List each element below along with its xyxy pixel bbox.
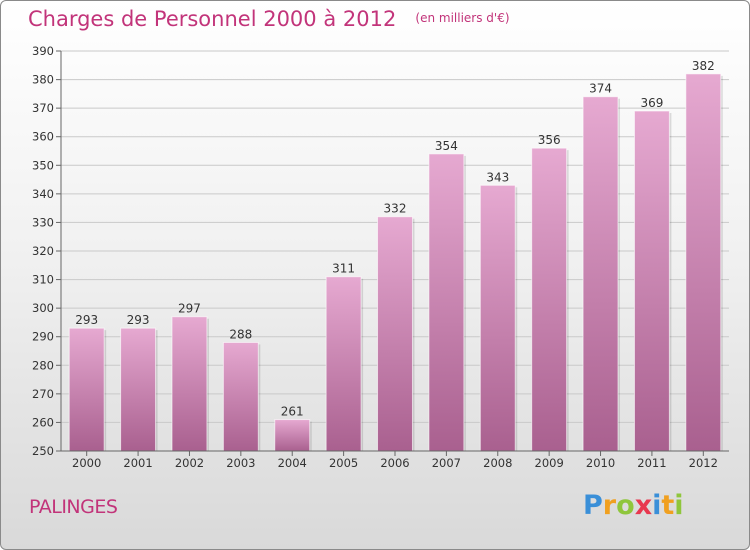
x-tick-label: 2009 [535,456,564,470]
brand-logo: Proxiti [583,490,684,521]
x-tick-label: 2004 [278,456,307,470]
y-tick-label: 380 [32,73,54,87]
data-label: 297 [178,302,201,316]
data-label: 332 [384,202,407,216]
y-tick-label: 320 [32,244,54,258]
brand-letter: x [634,490,653,521]
axes [56,50,729,456]
y-tick-label: 310 [32,273,54,287]
data-label: 374 [589,82,612,96]
data-label: 343 [486,170,509,184]
bar [68,327,105,452]
x-tick-label: 2000 [72,456,101,470]
y-tick-label: 300 [32,301,54,315]
y-tick-label: 330 [32,215,54,229]
data-label: 293 [127,313,150,327]
bar [325,276,362,452]
brand-letter: o [616,490,635,521]
brand-letter: r [602,490,617,521]
x-tick-label: 2008 [483,456,512,470]
x-tick-label: 2005 [329,456,358,470]
bar [685,73,722,452]
x-tick-label: 2007 [432,456,461,470]
brand-letter: i [652,490,662,521]
data-label: 288 [229,327,252,341]
place-name: PALINGES [29,496,118,518]
brand-letter: t [661,490,675,521]
data-label: 354 [435,139,458,153]
y-tick-label: 350 [32,158,54,172]
y-tick-label: 360 [32,130,54,144]
x-tick-label: 2011 [637,456,666,470]
brand-letter: P [583,490,603,521]
bar [222,341,259,452]
brand-letter: i [674,490,684,521]
data-label: 293 [75,313,98,327]
y-tick-label: 390 [32,44,54,58]
y-tick-label: 290 [32,330,54,344]
data-label: 369 [640,96,663,110]
y-tick-label: 260 [32,415,54,429]
bars [68,73,723,452]
bar [582,96,619,452]
x-tick-label: 2006 [380,456,409,470]
bar [377,216,413,452]
bar [120,327,157,452]
chart-title: Charges de Personnel 2000 à 2012 [28,7,397,31]
y-tick-label: 270 [32,387,54,401]
x-tick-label: 2010 [586,456,615,470]
title-row: Charges de Personnel 2000 à 2012 (en mil… [28,7,510,31]
x-tick-label: 2003 [226,456,255,470]
bar [171,316,208,452]
bar [531,147,568,452]
bar [633,110,670,452]
y-tick-label: 370 [32,101,54,115]
bar [428,153,465,452]
x-tick-label: 2002 [175,456,204,470]
labels: 250 260 270 280 290 300 310 320 330 340 350 360 370 3… [32,44,718,470]
chart-subtitle: (en milliers d'€) [415,11,510,25]
y-tick-label: 280 [32,358,54,372]
data-label: 261 [281,405,304,419]
data-label: 311 [332,262,355,276]
y-tick-label: 340 [32,187,54,201]
x-tick-label: 2012 [689,456,718,470]
data-label: 382 [692,59,715,73]
y-tick-label: 250 [32,444,54,458]
bar [479,184,516,452]
bar [274,419,311,452]
x-tick-label: 2001 [123,456,152,470]
data-label: 356 [538,133,561,147]
